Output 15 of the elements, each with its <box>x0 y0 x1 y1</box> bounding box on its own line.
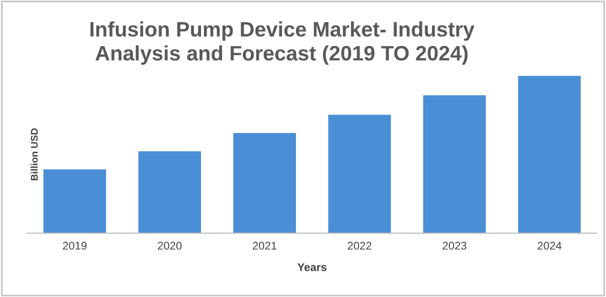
bar <box>328 114 391 234</box>
x-tick-label: 2019 <box>62 242 87 250</box>
x-tick-label: 2020 <box>158 242 182 250</box>
bar <box>518 76 581 234</box>
x-tick-label: 2022 <box>348 242 372 250</box>
x-axis-title: Years <box>297 263 326 272</box>
x-tick-label: 2024 <box>538 242 562 250</box>
bar <box>423 95 486 234</box>
chart-title: Infusion Pump Device Market- Industry Analysis and Forecast (2019 TO 2024) <box>90 21 474 65</box>
y-axis-title: Billion USD <box>30 128 38 180</box>
bar <box>233 133 296 234</box>
bar <box>138 151 202 234</box>
x-tick-label: 2021 <box>252 242 276 250</box>
x-tick-label: 2023 <box>442 242 466 250</box>
bar <box>43 169 106 234</box>
